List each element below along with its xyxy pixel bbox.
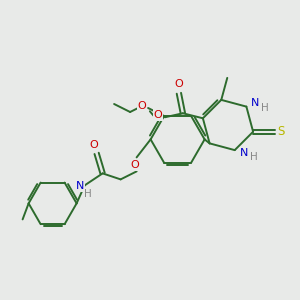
Text: S: S: [278, 125, 285, 138]
Text: H: H: [261, 103, 269, 112]
Text: N: N: [75, 182, 84, 191]
Text: N: N: [251, 98, 260, 108]
Text: O: O: [138, 101, 146, 111]
Text: N: N: [239, 148, 248, 158]
Text: O: O: [130, 160, 139, 170]
Text: O: O: [175, 79, 183, 89]
Text: H: H: [84, 189, 92, 200]
Text: H: H: [250, 152, 257, 162]
Text: O: O: [154, 110, 162, 120]
Text: O: O: [89, 140, 98, 150]
